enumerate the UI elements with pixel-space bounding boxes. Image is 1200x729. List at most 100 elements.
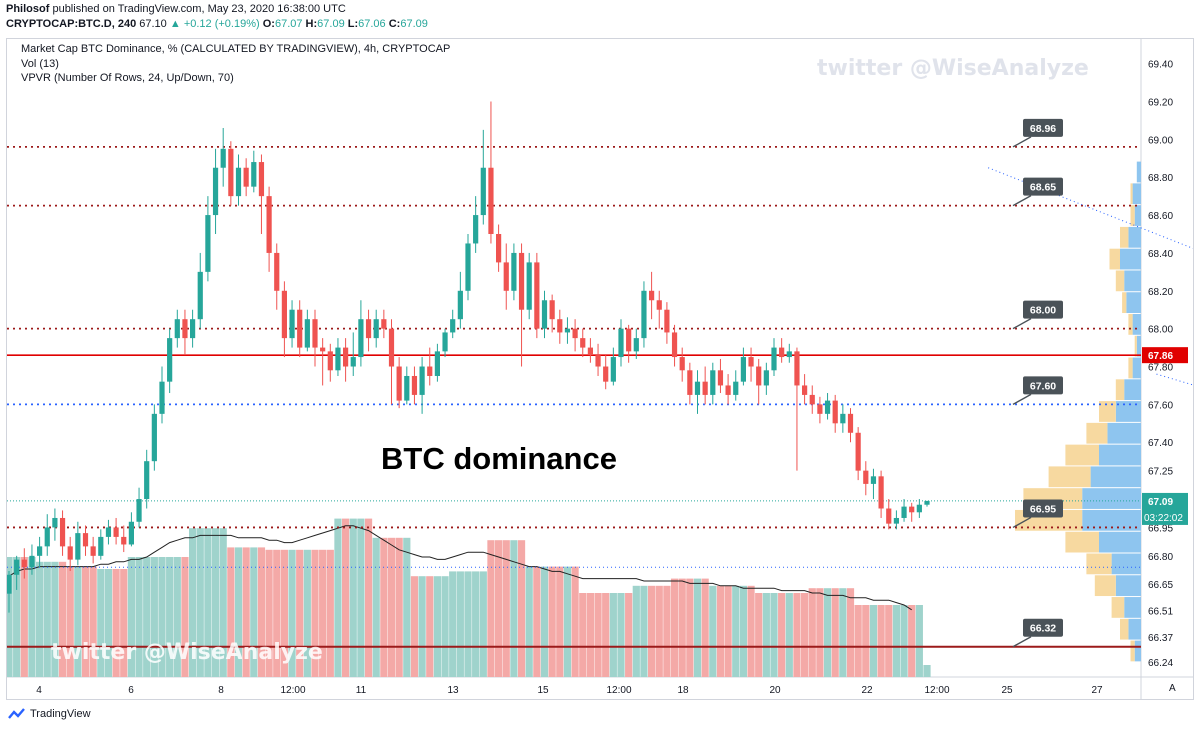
volume-bar [831,588,839,677]
candle-body [90,546,96,556]
vpvr-down-bar [1086,422,1108,444]
candle-body [312,319,318,348]
volume-legend[interactable]: Vol (13) [21,58,59,70]
ohlc-line: CRYPTOCAP:BTC.D, 240 67.10 ▲ +0.12 (+0.1… [6,18,428,30]
price-tick-label: 68.80 [1148,173,1173,184]
vpvr-down-bar [1109,248,1120,270]
volume-bar [846,588,855,677]
candle-body [44,527,50,547]
volume-bar [403,537,411,677]
candle-body [14,559,20,575]
tradingview-brand: TradingView [30,708,91,720]
candle-body [786,351,792,358]
candle-body [526,262,532,310]
vpvr-up-bar [1082,509,1141,531]
close-label: C: [388,18,401,30]
price-chart[interactable]: twitter @WiseAnalyze twitter @WiseAnalyze… [7,39,1193,699]
volume-bar [242,547,250,677]
volume-bar [158,557,166,677]
candle-body [174,319,180,339]
header-bar: Philosof published on TradingView.com, M… [0,0,1200,36]
volume-bar [181,557,189,677]
volume-bar [334,518,342,677]
candle-body [388,328,395,367]
volume-bar [280,549,288,677]
volume-bar [66,566,74,677]
bar-countdown: 03:22:02 [1144,513,1183,524]
candle-body [909,506,915,513]
callout-pointer [1012,636,1032,648]
candle-body [411,375,418,395]
volume-bar [533,566,541,677]
series-legend[interactable]: Market Cap BTC Dominance, % (CALCULATED … [21,43,451,55]
publisher-name[interactable]: Philosof [6,3,50,15]
volume-bar [418,576,426,677]
volume-bar [395,537,403,677]
tradingview-logo[interactable]: TradingView [8,708,91,720]
candle-body [442,332,448,352]
vpvr-down-bar [1130,640,1135,662]
open-value: 67.07 [274,18,303,30]
candle-body [52,517,58,528]
vpvr-down-bar [1122,292,1127,314]
symbol-label[interactable]: CRYPTOCAP:BTC.D, 240 [6,18,137,30]
vpvr-up-bar [1115,401,1141,422]
candle-body [266,196,272,253]
volume-bar [189,528,197,677]
candle-body [694,381,701,395]
channel-upper-line [988,167,1193,249]
candle-body [649,290,655,301]
volume-bar [755,593,763,677]
price-axis: 69.40 69.20 69.00 68.80 68.60 68.40 68.20 68.00… [1142,60,1188,694]
volume-bar [127,557,135,677]
candle-body [610,357,616,382]
volume-bar [143,557,151,677]
vpvr-up-bar [1107,422,1141,444]
time-tick-label: 18 [677,685,689,696]
candle-body [289,309,295,339]
time-tick-label: 27 [1091,685,1103,696]
volume-bar [732,585,740,677]
candle-body [725,385,731,395]
volume-bar [36,561,44,677]
volume-bar [97,569,105,677]
time-tick-label: 20 [769,685,781,696]
chart-frame[interactable]: twitter @WiseAnalyze twitter @WiseAnalyze… [6,38,1194,700]
candles [7,101,930,613]
high-value: 67.09 [317,18,345,30]
vpvr-down-bar [1094,575,1116,597]
callout-pointer [1012,136,1032,148]
candle-body [534,262,540,329]
chart-annotation: BTC dominance [381,441,617,476]
callout-box [1023,618,1063,637]
volume-bar [785,593,793,677]
volume-bar [571,566,579,677]
volume-bar [357,518,365,677]
candle-body [557,319,563,333]
candle-body [518,252,525,310]
price-tick-label: 68.00 [1148,325,1173,336]
volume-bar [273,549,281,677]
volume-bar [900,605,908,677]
volume-bar [219,528,227,677]
volume-bar [7,557,13,677]
vpvr-up-bar [1124,270,1141,292]
volume-bar [196,528,204,677]
candle-body [802,385,808,395]
candle-body [67,546,73,560]
volume-bar [449,571,457,677]
candle-body [641,290,647,339]
volume-bar [915,605,923,677]
candle-body [817,404,823,414]
low-value: 67.06 [358,18,386,30]
callout-box [1023,376,1063,395]
vpvr-legend[interactable]: VPVR (Number Of Rows, 24, Up/Down, 70) [21,72,234,84]
candle-body [595,355,601,367]
candle-body [740,357,746,382]
watermark-bottom: twitter @WiseAnalyze [51,640,323,665]
candle-body [427,366,433,376]
volume-bar [801,593,809,677]
volume-bar [13,557,21,677]
volume-bar [586,593,594,677]
callout-pointer [1012,194,1032,207]
